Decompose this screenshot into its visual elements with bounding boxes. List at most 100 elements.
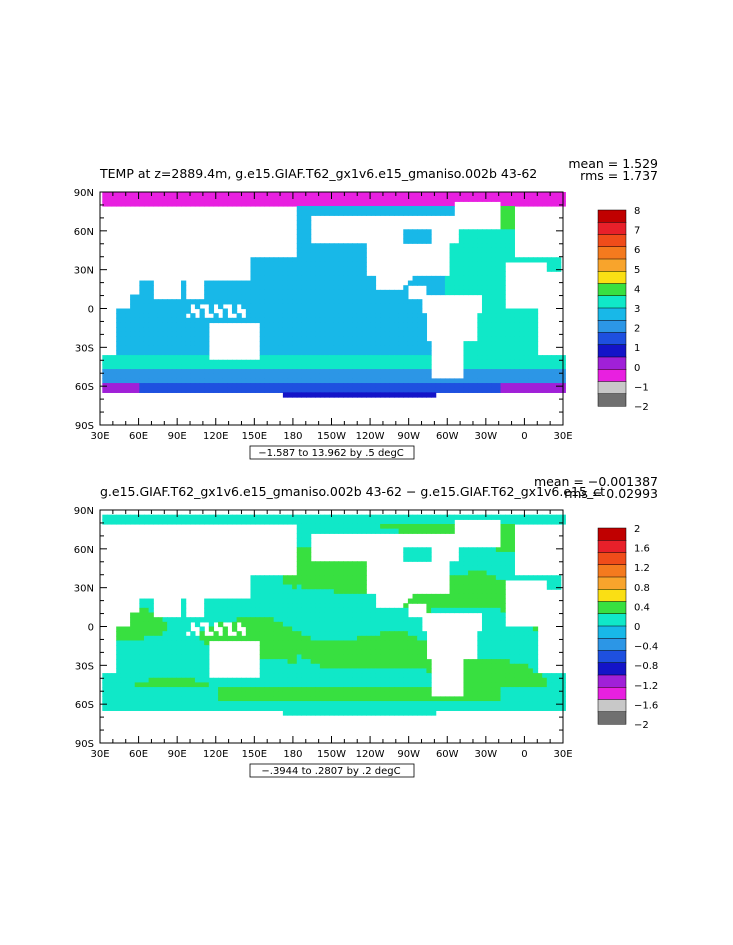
field-cell [153, 192, 159, 198]
field-cell [361, 336, 367, 342]
field-cell [324, 528, 330, 534]
field-cell [356, 519, 363, 525]
field-cell [477, 387, 483, 393]
field-cell [347, 192, 353, 198]
field-cell [301, 317, 307, 324]
field-cell [546, 514, 553, 520]
field-cell [394, 691, 400, 697]
field-cell [278, 626, 284, 632]
field-cell [227, 603, 233, 609]
field-cell [361, 261, 367, 268]
field-cell [407, 308, 414, 314]
field-cell [356, 561, 363, 567]
field-cell [208, 359, 215, 366]
field-cell [315, 640, 321, 646]
field-cell [167, 514, 173, 520]
field-cell [481, 514, 488, 520]
field-cell [537, 383, 543, 389]
field-cell [505, 359, 511, 366]
field-cell [394, 631, 400, 637]
field-cell [403, 359, 409, 366]
field-cell [319, 668, 326, 674]
field-cell [245, 617, 252, 623]
field-cell [421, 336, 428, 342]
field-cell [463, 275, 469, 282]
field-cell [269, 350, 275, 356]
field-cell [505, 523, 511, 530]
field-cell [514, 345, 520, 352]
field-cell [208, 677, 215, 684]
field-cell [509, 373, 515, 379]
field-cell [167, 373, 173, 379]
field-cell [532, 514, 539, 520]
field-cell [245, 373, 252, 379]
field-cell [458, 266, 465, 272]
field-cell [398, 341, 404, 347]
field-cell [356, 612, 363, 618]
field-cell [296, 327, 302, 333]
field-cell [361, 673, 367, 679]
field-cell [204, 519, 210, 525]
field-cell [287, 687, 293, 693]
field-cell [491, 341, 497, 347]
field-cell [204, 383, 210, 389]
field-cell [273, 387, 279, 393]
field-cell [343, 243, 349, 249]
field-cell [449, 196, 455, 202]
field-cell [463, 289, 469, 296]
field-cell [162, 317, 168, 324]
field-cell [500, 215, 506, 221]
field-cell [403, 285, 409, 291]
field-cell [236, 299, 242, 305]
field-cell [167, 668, 173, 674]
field-cell [171, 322, 177, 328]
field-cell [190, 387, 196, 393]
field-cell [426, 238, 432, 244]
field-cell [102, 196, 108, 202]
field-cell [315, 687, 321, 693]
field-cell [481, 336, 488, 342]
field-cell [199, 369, 205, 375]
field-cell [426, 682, 432, 688]
field-cell [343, 682, 349, 688]
field-cell [375, 654, 381, 660]
field-cell [375, 673, 381, 679]
field-cell [421, 677, 428, 684]
field-cell [491, 607, 497, 614]
field-cell [255, 257, 261, 263]
field-cell [370, 387, 377, 393]
field-cell [278, 645, 284, 651]
field-cell [125, 313, 131, 319]
y-tick-label: 30N [74, 266, 94, 277]
field-cell [278, 317, 284, 324]
field-cell [347, 285, 353, 291]
field-cell [352, 626, 358, 632]
field-cell [296, 584, 302, 590]
field-cell [329, 205, 335, 212]
field-cell [282, 617, 289, 623]
field-cell [269, 649, 275, 656]
field-cell [398, 327, 404, 333]
field-cell [394, 364, 400, 370]
field-cell [454, 603, 460, 609]
field-cell [468, 598, 474, 604]
field-cell [421, 210, 428, 216]
field-cell [528, 350, 534, 356]
field-cell [454, 584, 460, 590]
field-cell [106, 387, 113, 393]
field-cell [454, 593, 460, 600]
field-cell [361, 201, 367, 207]
field-cell [495, 322, 502, 328]
field-cell [134, 192, 140, 198]
field-cell [338, 598, 344, 604]
field-cell [204, 645, 210, 651]
field-cell [477, 645, 483, 651]
field-cell [282, 687, 289, 693]
field-cell [468, 355, 474, 361]
field-cell [171, 677, 177, 684]
field-cell [306, 635, 312, 642]
field-cell [148, 289, 154, 296]
field-cell [264, 359, 270, 366]
field-cell [551, 266, 557, 272]
field-cell [463, 252, 469, 258]
